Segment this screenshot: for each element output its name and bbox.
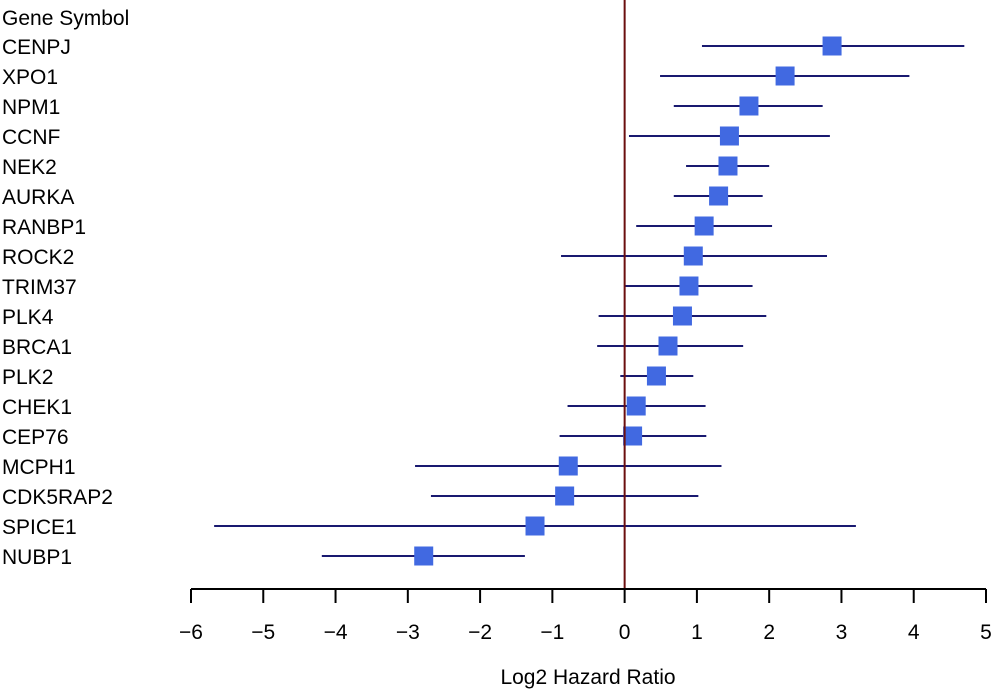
point-estimate — [739, 96, 759, 116]
x-tick-label: 1 — [691, 621, 703, 644]
gene-label: XPO1 — [2, 66, 58, 89]
gene-label: BRCA1 — [2, 336, 72, 359]
forest-row: PLK2 — [2, 366, 694, 389]
forest-row: MCPH1 — [2, 456, 722, 479]
forest-row: RANBP1 — [2, 216, 773, 239]
gene-label: CDK5RAP2 — [2, 486, 113, 509]
point-estimate — [626, 396, 646, 416]
point-estimate — [558, 456, 578, 476]
x-tick-label: −4 — [324, 621, 348, 644]
point-estimate — [555, 486, 575, 506]
forest-row: PLK4 — [2, 306, 767, 329]
gene-label: MCPH1 — [2, 456, 76, 479]
gene-label: NUBP1 — [2, 546, 72, 569]
gene-label: CENPJ — [2, 36, 71, 59]
point-estimate — [718, 156, 738, 176]
x-tick-label: −1 — [540, 621, 564, 644]
point-estimate — [623, 426, 643, 446]
point-estimate — [694, 216, 714, 236]
forest-row: CEP76 — [2, 426, 707, 449]
x-tick-label: −2 — [468, 621, 492, 644]
x-tick-label: −6 — [179, 621, 203, 644]
forest-row: XPO1 — [2, 66, 910, 89]
gene-label: NPM1 — [2, 96, 60, 119]
gene-label: SPICE1 — [2, 516, 77, 539]
x-tick-label: −5 — [251, 621, 275, 644]
forest-row: CHEK1 — [2, 396, 706, 419]
forest-row: CCNF — [2, 126, 830, 149]
gene-label: AURKA — [2, 186, 74, 209]
x-tick-label: 0 — [619, 621, 631, 644]
gene-label: PLK2 — [2, 366, 53, 389]
forest-row: NPM1 — [2, 96, 823, 119]
x-axis: −6 −5 −4 −3 −2 −1 0 1 2 3 4 5 — [179, 588, 992, 644]
forest-row: NUBP1 — [2, 546, 525, 569]
forest-rows: CENPJ XPO1 NPM1 CCNF NEK2 AURKA RANBP1 ROCK2 TRI… — [2, 36, 965, 569]
x-tick-label: 5 — [980, 621, 992, 644]
gene-label: RANBP1 — [2, 216, 86, 239]
point-estimate — [525, 516, 545, 536]
gene-label: CEP76 — [2, 426, 69, 449]
x-tick-label: 2 — [763, 621, 775, 644]
gene-symbol-header: Gene Symbol — [2, 7, 129, 30]
point-estimate — [775, 66, 795, 86]
forest-row: CDK5RAP2 — [2, 486, 699, 509]
x-tick-label: 4 — [908, 621, 920, 644]
gene-label: NEK2 — [2, 156, 57, 179]
gene-label: PLK4 — [2, 306, 54, 329]
x-axis-title: Log2 Hazard Ratio — [500, 666, 675, 689]
forest-row: BRCA1 — [2, 336, 744, 359]
forest-row: SPICE1 — [2, 516, 856, 539]
point-estimate — [679, 276, 699, 296]
point-estimate — [709, 186, 729, 206]
point-estimate — [683, 246, 703, 266]
gene-label: CHEK1 — [2, 396, 72, 419]
forest-row: NEK2 — [2, 156, 770, 179]
point-estimate — [646, 366, 666, 386]
forest-row: CENPJ — [2, 36, 965, 59]
gene-label: TRIM37 — [2, 276, 77, 299]
x-tick-label: 3 — [836, 621, 848, 644]
point-estimate — [414, 546, 434, 566]
forest-row: AURKA — [2, 186, 763, 209]
point-estimate — [822, 36, 842, 56]
forest-row: TRIM37 — [2, 276, 753, 299]
point-estimate — [658, 336, 678, 356]
point-estimate — [672, 306, 692, 326]
forest-row: ROCK2 — [2, 246, 827, 269]
point-estimate — [719, 126, 739, 146]
x-tick-label: −3 — [396, 621, 420, 644]
gene-label: ROCK2 — [2, 246, 74, 269]
gene-label: CCNF — [2, 126, 60, 149]
